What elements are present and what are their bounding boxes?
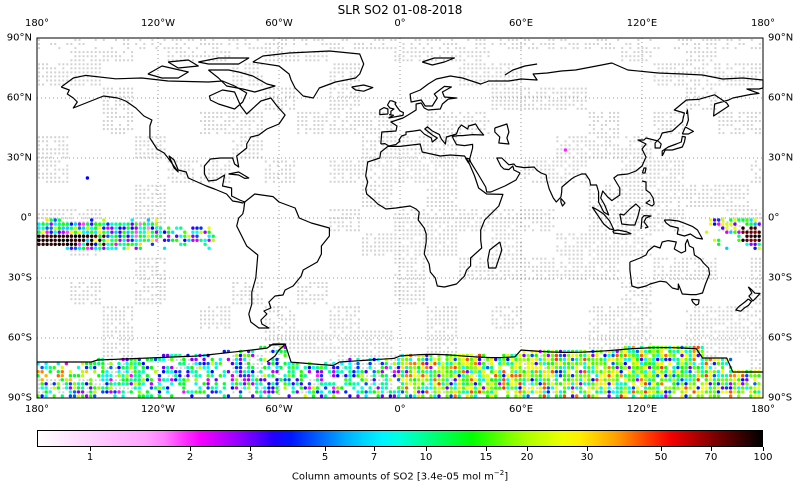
so2-map (36, 37, 764, 399)
axis-tick-label: 90°N (6, 32, 32, 44)
axis-tick-label: 120°W (141, 18, 175, 29)
axis-tick-label: 30°N (6, 152, 32, 164)
axis-tick-label: 180° (750, 18, 776, 29)
colorbar-tick-mark (374, 447, 375, 451)
axis-tick-label: 0° (394, 18, 406, 29)
colorbar-tick-mark (711, 447, 712, 451)
axis-tick-label: 60°W (265, 18, 293, 29)
axis-tick-label: 60°E (508, 404, 534, 415)
axis-tick-label: 180° (24, 18, 50, 29)
axis-tick-label: 0° (20, 212, 32, 224)
colorbar-tick-mark (486, 447, 487, 451)
colorbar-tick-mark (587, 447, 588, 451)
axis-tick-label: 120°E (626, 404, 658, 415)
colorbar-tick-label: 1 (86, 452, 94, 463)
axis-tick-label: 60°W (265, 404, 293, 415)
colorbar-tick-mark (527, 447, 528, 451)
colorbar (37, 430, 763, 447)
colorbar-label: Column amounts of SO2 [3.4e-05 mol m−2] (291, 469, 509, 483)
plot-frame (36, 37, 764, 399)
colorbar-tick-label: 70 (704, 452, 718, 463)
axis-tick-label: 60°N (768, 92, 794, 104)
so2-data-dots (36, 148, 761, 398)
axis-tick-label: 30°S (768, 272, 793, 284)
axis-tick-label: 90°S (768, 392, 793, 404)
axis-tick-label: 60°S (768, 332, 793, 344)
colorbar-tick-label: 30 (580, 452, 594, 463)
colorbar-tick-label: 100 (753, 452, 773, 463)
axis-tick-label: 60°N (6, 92, 32, 104)
axis-tick-label: 30°S (7, 272, 32, 284)
axis-tick-label: 120°E (626, 18, 658, 29)
colorbar-tick-label: 2 (186, 452, 194, 463)
colorbar-tick-mark (763, 447, 764, 451)
colorbar-tick-label: 15 (479, 452, 493, 463)
axis-tick-label: 90°N (768, 32, 794, 44)
colorbar-tick-label: 3 (246, 452, 254, 463)
colorbar-tick-label: 5 (321, 452, 329, 463)
colorbar-tick-label: 20 (520, 452, 534, 463)
colorbar-tick-label: 50 (654, 452, 668, 463)
axis-tick-label: 60°E (508, 18, 534, 29)
colorbar-tick-mark (190, 447, 191, 451)
axis-tick-label: 90°S (7, 392, 32, 404)
colorbar-tick-label: 10 (419, 452, 433, 463)
map-title: SLR SO2 01-08-2018 (337, 3, 463, 17)
axis-tick-label: 180° (24, 404, 50, 415)
colorbar-tick-label: 7 (370, 452, 378, 463)
colorbar-tick-mark (325, 447, 326, 451)
coastlines (37, 50, 764, 373)
axis-tick-label: 0° (768, 212, 780, 224)
colorbar-tick-mark (90, 447, 91, 451)
axis-tick-label: 180° (750, 404, 776, 415)
colorbar-tick-mark (250, 447, 251, 451)
axis-tick-label: 0° (394, 404, 406, 415)
colorbar-tick-mark (661, 447, 662, 451)
colorbar-tick-mark (426, 447, 427, 451)
axis-tick-label: 60°S (7, 332, 32, 344)
axis-tick-label: 30°N (768, 152, 794, 164)
axis-tick-label: 120°W (141, 404, 175, 415)
